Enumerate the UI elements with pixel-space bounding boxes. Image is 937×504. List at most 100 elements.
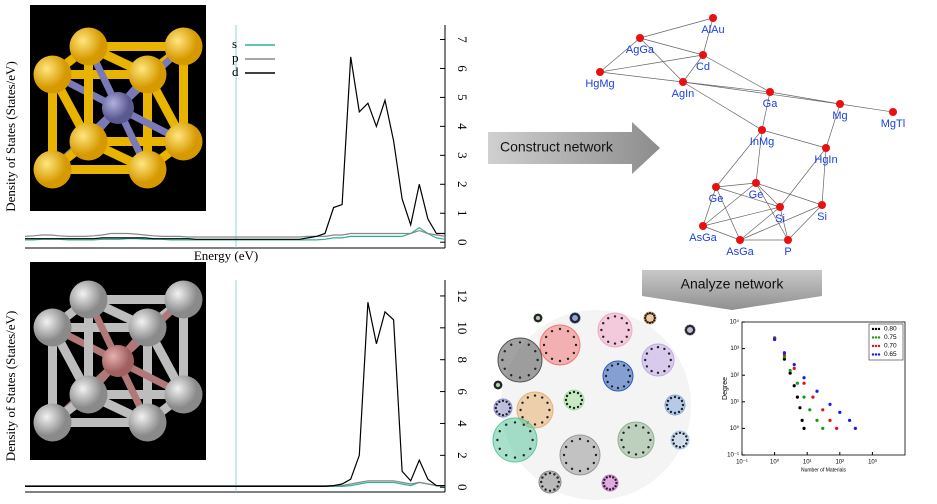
atom [33,55,72,94]
network-edge [761,91,771,131]
cluster-node [562,453,566,457]
cluster [538,470,562,494]
cluster-node [536,358,539,362]
data-point [802,376,806,380]
cluster [497,337,543,383]
cluster-node [539,315,542,318]
network-edge [702,17,714,56]
legend-swatch [874,336,878,339]
data-point [835,426,839,430]
cluster-node [558,359,562,363]
legend-swatch [871,353,875,356]
atom [33,308,72,347]
center-atom [102,345,134,377]
cluster-node [573,320,577,324]
cluster [602,360,634,392]
data-point [802,395,806,399]
cluster-node [644,358,647,362]
cluster-node [622,385,626,388]
cluster-node [544,473,547,476]
node-label: Cd [696,61,710,73]
x-tick-label: 10¹ [803,460,812,466]
y-tick-label: 10 [455,321,470,334]
network-edge [755,182,823,206]
cluster-node [653,316,656,320]
data-point [821,408,825,412]
cluster-node [650,369,653,373]
atom [69,280,108,319]
atom [69,375,108,414]
cluster-node [605,487,608,490]
y-tick-label: 10¹ [730,399,739,405]
data-point [788,368,792,373]
cluster-node [656,346,660,349]
network-edge [739,204,823,241]
atom [164,280,203,319]
cluster-node [522,454,525,457]
cluster-node [544,335,548,339]
cluster-node [613,315,617,318]
cluster-node [613,342,617,345]
y-axis-label: Degree [722,377,729,400]
data-point [792,366,796,371]
cluster-node [620,438,623,442]
cluster-node [577,316,581,320]
cluster-node [600,328,603,332]
cluster-node [620,340,623,343]
legend-swatch [874,353,878,356]
cluster-node [495,410,498,413]
network-edge [779,206,789,241]
cluster-node [513,421,517,424]
node-label: AgIn [672,88,695,100]
cluster-node [688,332,692,336]
cluster-node [612,476,615,479]
cluster-node [505,400,508,403]
legend-label: p [232,50,239,65]
legend-box [868,323,904,361]
atom [69,122,108,161]
arrow-label: Construct network [500,139,614,155]
cluster-node [608,488,612,491]
cluster-node [579,402,583,406]
cluster-node [610,364,614,367]
network-node [889,108,897,116]
cluster-node [673,395,677,399]
legend-swatch [877,344,881,348]
network-edge [702,206,781,227]
network-edge [599,54,704,73]
data-point [802,381,806,385]
cluster-node [678,431,682,434]
cluster-node [577,314,580,318]
cluster-node [642,426,645,429]
cluster-node [610,385,614,388]
cluster-node [548,408,551,412]
cluster-node [669,410,673,414]
cluster-node [534,367,537,370]
cluster-node [666,407,670,411]
y-axis-label: Density of States (States/eV) [3,61,18,212]
cluster-node [688,324,692,328]
cluster-node [534,350,537,353]
legend-label: 0.75 [884,334,897,341]
cluster-node [533,394,537,397]
cluster-node [578,469,582,473]
atom [128,150,167,189]
cluster-node [546,401,549,404]
cluster-node [572,390,576,394]
y-tick-label: 7 [455,36,470,43]
cluster-node [503,367,506,370]
legend-swatch [871,344,875,348]
cluster-node [495,403,498,406]
atom [69,27,108,66]
cluster-node [686,325,690,328]
network-edge [755,182,781,208]
atom [33,150,72,189]
network-node [699,222,707,230]
cluster-node [607,340,610,343]
network-edge [787,204,823,241]
cluster-node [644,314,648,317]
cluster-node [667,352,671,355]
y-tick-label: 10³ [730,346,739,352]
cluster-node [499,382,502,385]
cluster-node [627,368,630,372]
